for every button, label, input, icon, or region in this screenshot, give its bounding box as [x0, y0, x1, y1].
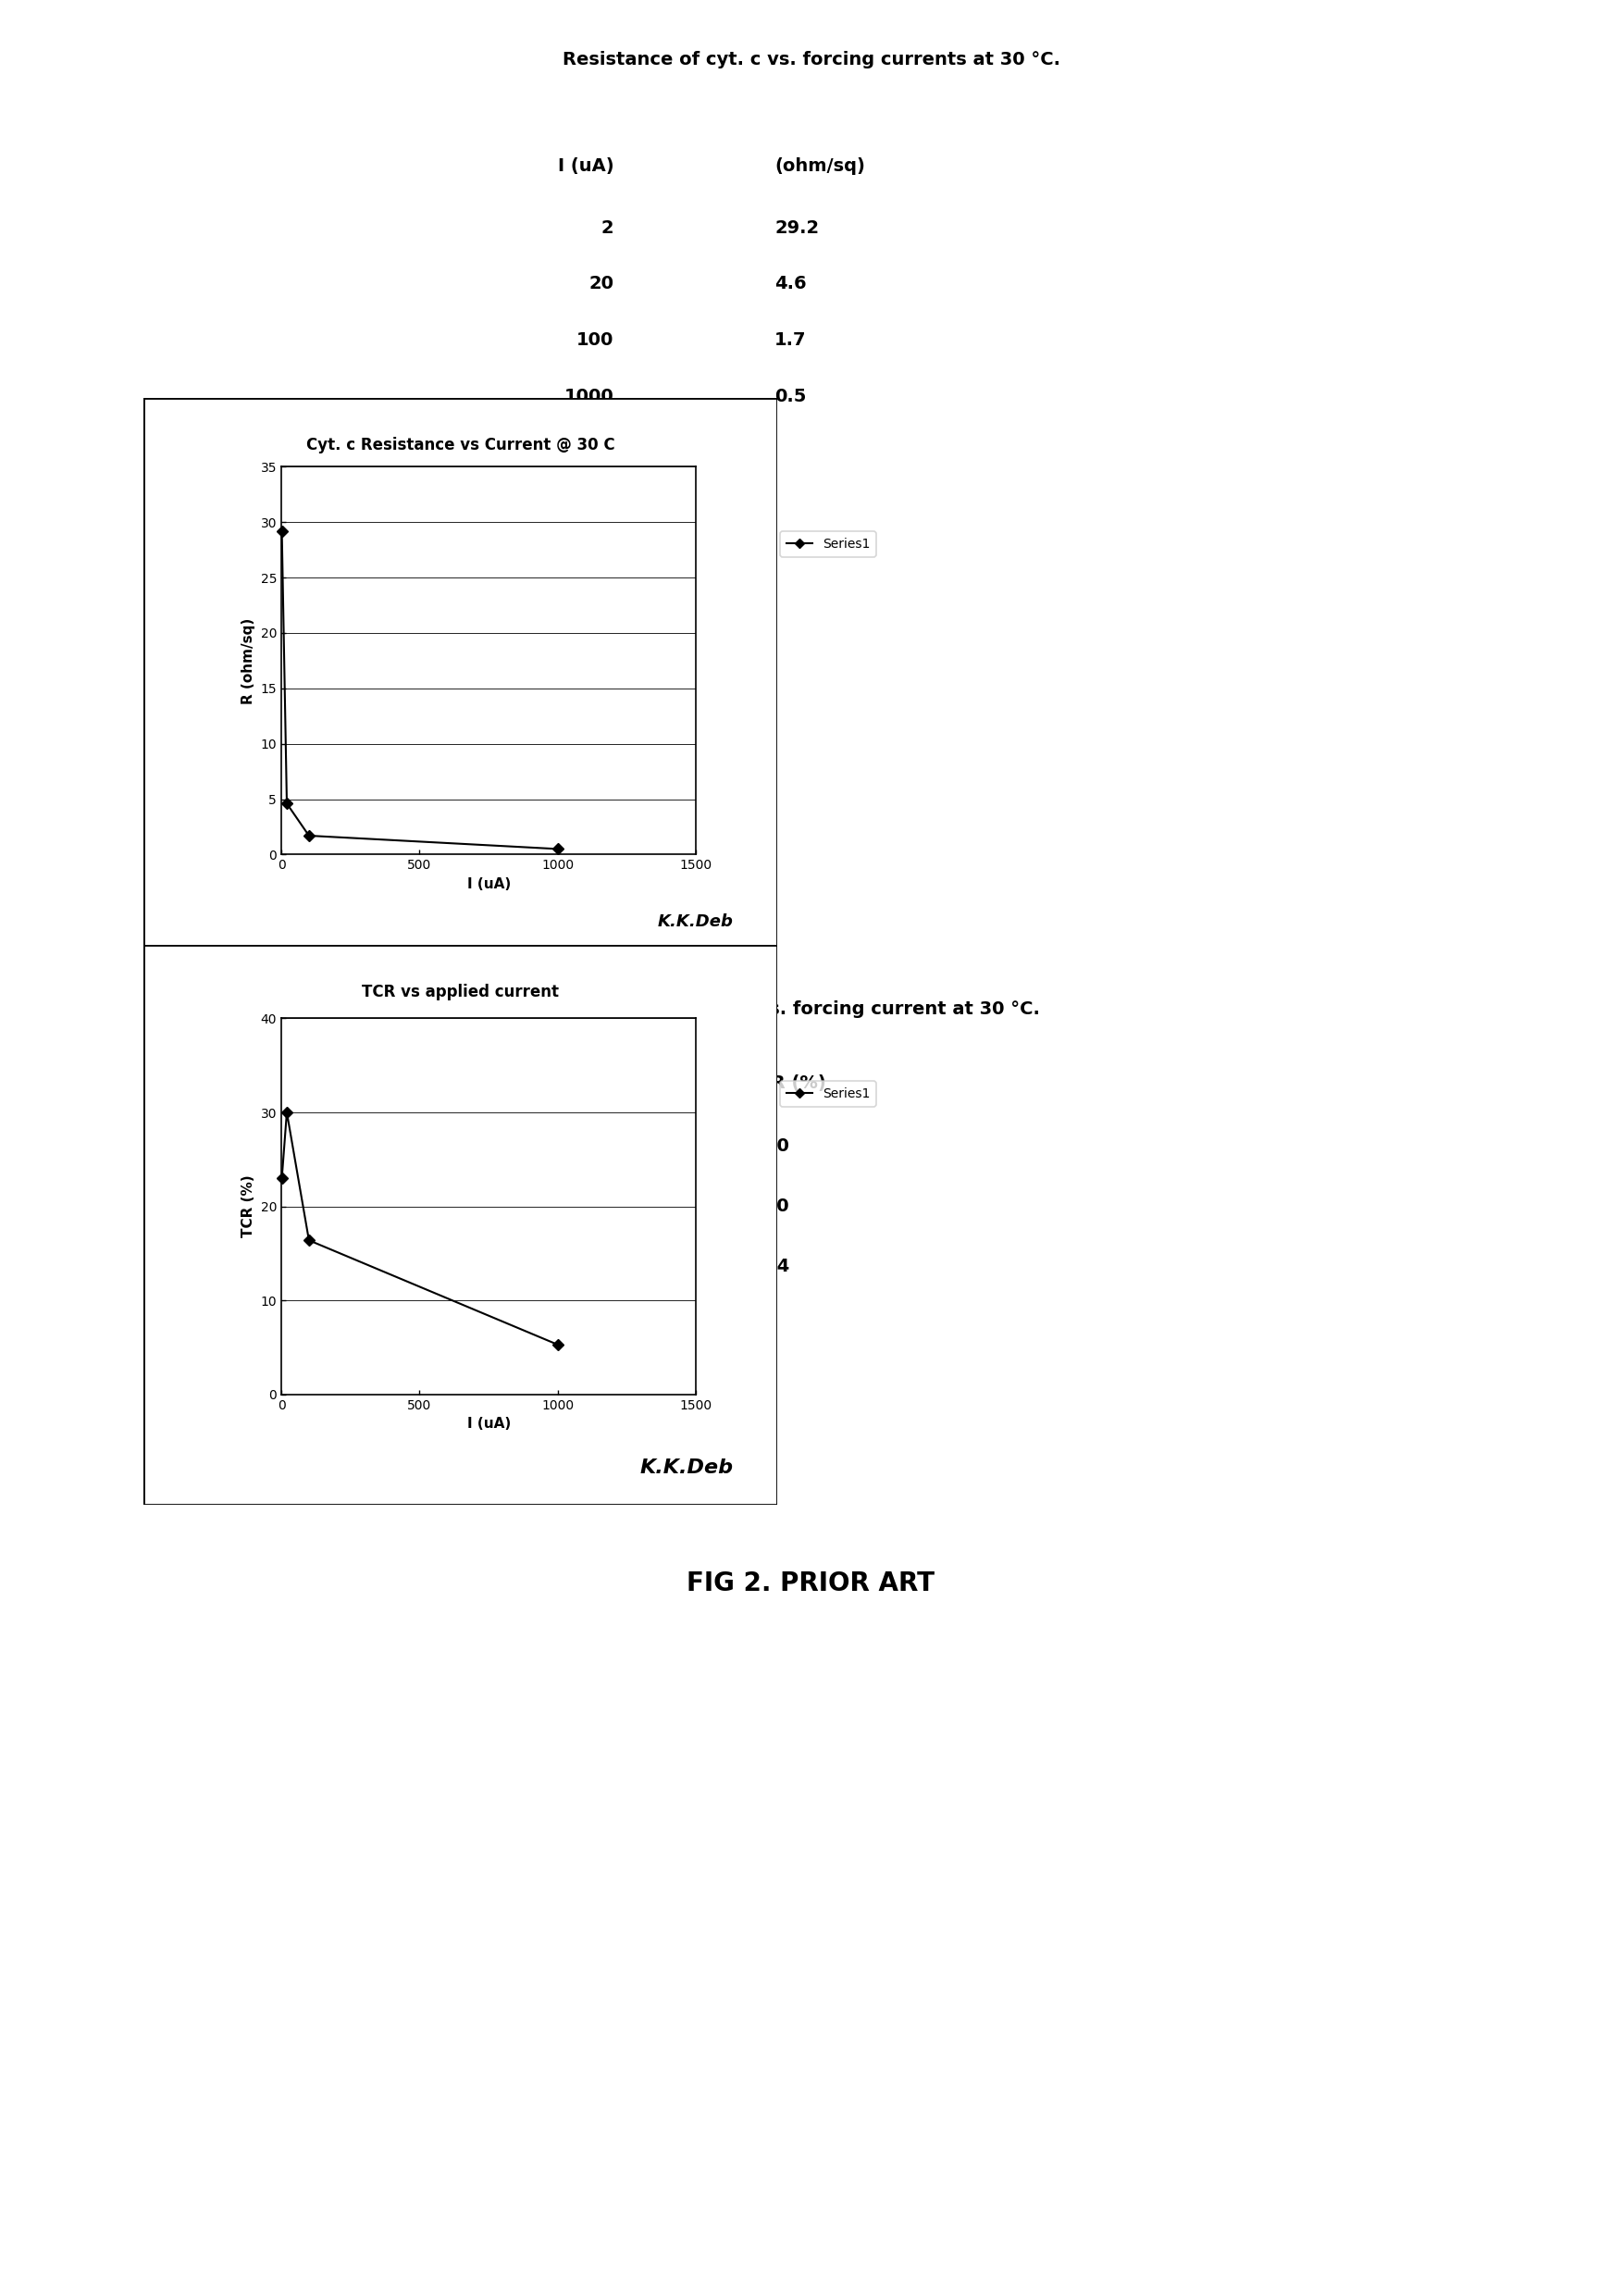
Text: 2: 2 — [602, 218, 613, 236]
Text: 16.4: 16.4 — [744, 1258, 790, 1277]
Text: I (uA): I (uA) — [558, 156, 613, 174]
Text: 29.2: 29.2 — [775, 218, 819, 236]
Legend: Series1: Series1 — [780, 1081, 876, 1107]
Text: 1000: 1000 — [564, 388, 613, 406]
Text: (ohm/sq): (ohm/sq) — [775, 156, 865, 174]
X-axis label: I (uA): I (uA) — [467, 1417, 511, 1430]
Text: TCR (%) of cyt. c vs. forcing current at 30 °C.: TCR (%) of cyt. c vs. forcing current at… — [582, 1001, 1040, 1017]
Text: 23.0: 23.0 — [744, 1137, 790, 1155]
Text: FIG 2. PRIOR ART: FIG 2. PRIOR ART — [688, 1570, 934, 1596]
Text: K.K.Deb: K.K.Deb — [657, 914, 733, 930]
Legend: Series1: Series1 — [780, 530, 876, 558]
Y-axis label: TCR (%): TCR (%) — [242, 1176, 255, 1238]
Y-axis label: R (ohm/sq): R (ohm/sq) — [242, 618, 255, 705]
Text: 30.0: 30.0 — [744, 1199, 790, 1215]
X-axis label: I (uA): I (uA) — [467, 877, 511, 891]
Text: Resistance of cyt. c vs. forcing currents at 30 °C.: Resistance of cyt. c vs. forcing current… — [563, 51, 1059, 69]
Text: 2: 2 — [587, 1137, 599, 1155]
Text: 1.7: 1.7 — [775, 331, 806, 349]
Text: 1000: 1000 — [550, 1318, 599, 1336]
Text: TCR vs applied current: TCR vs applied current — [362, 985, 560, 1001]
Text: 20: 20 — [589, 276, 613, 294]
Text: 4.6: 4.6 — [775, 276, 806, 294]
Text: TCR (%): TCR (%) — [744, 1075, 826, 1093]
Text: K.K.Deb: K.K.Deb — [639, 1458, 733, 1476]
Text: Cyt. c Resistance vs Current @ 30 C: Cyt. c Resistance vs Current @ 30 C — [307, 436, 615, 455]
Text: 5.3: 5.3 — [744, 1318, 777, 1336]
Text: 0.5: 0.5 — [775, 388, 806, 406]
Text: 100: 100 — [576, 331, 613, 349]
Text: 100: 100 — [561, 1258, 599, 1277]
Text: I (uA): I (uA) — [543, 1075, 599, 1093]
Text: 20: 20 — [574, 1199, 599, 1215]
